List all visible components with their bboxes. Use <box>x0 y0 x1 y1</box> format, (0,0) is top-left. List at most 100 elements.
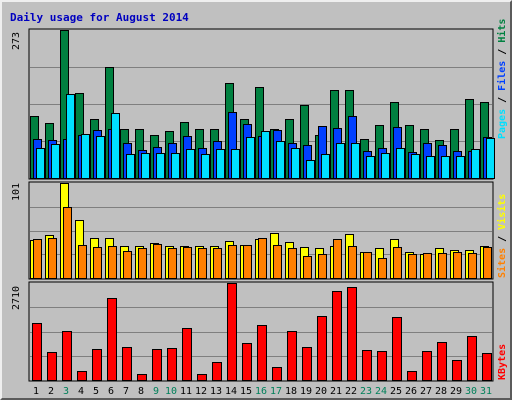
bar-pages-day-16 <box>261 131 270 179</box>
legend-kbytes: KBytes <box>497 344 508 380</box>
bar-sites-day-28 <box>438 253 447 279</box>
bar-kbytes-day-26 <box>407 371 417 381</box>
bar-sites-day-31 <box>483 247 492 279</box>
bar-sites-day-7 <box>123 251 132 279</box>
day-label: 30 <box>465 386 477 397</box>
bar-sites-day-23 <box>363 252 372 279</box>
bar-kbytes-day-14 <box>227 283 237 381</box>
bar-kbytes-day-7 <box>122 347 132 381</box>
bar-pages-day-26 <box>411 154 420 179</box>
bar-pages-day-17 <box>276 141 285 179</box>
day-label: 15 <box>240 386 252 397</box>
day-label: 19 <box>300 386 312 397</box>
bar-pages-day-4 <box>81 134 90 179</box>
bar-pages-day-14 <box>231 149 240 179</box>
bar-sites-day-20 <box>318 254 327 279</box>
bar-kbytes-day-1 <box>32 323 42 381</box>
day-label: 25 <box>390 386 402 397</box>
day-label: 28 <box>435 386 447 397</box>
legend-hits: Hits <box>496 19 508 43</box>
bar-pages-day-15 <box>246 137 255 179</box>
bar-kbytes-day-27 <box>422 351 432 381</box>
day-label: 22 <box>345 386 357 397</box>
day-label: 29 <box>450 386 462 397</box>
legend-sites: Sites <box>496 248 508 278</box>
bar-pages-day-19 <box>306 160 315 179</box>
bar-pages-day-23 <box>366 156 375 179</box>
day-label: 26 <box>405 386 417 397</box>
day-label: 8 <box>138 386 144 397</box>
day-label: 23 <box>360 386 372 397</box>
bar-kbytes-day-5 <box>92 349 102 381</box>
bar-kbytes-day-13 <box>212 362 222 381</box>
bar-sites-day-13 <box>213 248 222 279</box>
bar-kbytes-day-23 <box>362 350 372 381</box>
bar-sites-day-26 <box>408 254 417 279</box>
bar-sites-day-9 <box>153 244 162 279</box>
ymax-label-kbytes: 2710 <box>11 286 22 310</box>
bar-sites-day-16 <box>258 238 267 279</box>
day-label: 5 <box>93 386 99 397</box>
bar-pages-day-28 <box>441 156 450 179</box>
bar-sites-day-25 <box>393 247 402 279</box>
bar-kbytes-day-10 <box>167 348 177 381</box>
bar-sites-day-27 <box>423 253 432 279</box>
day-label: 21 <box>330 386 342 397</box>
bar-pages-day-5 <box>96 136 105 179</box>
ymax-label-visits: 101 <box>11 183 22 201</box>
bars-kbytes <box>32 283 492 381</box>
bar-sites-day-3 <box>63 207 72 279</box>
bar-pages-day-13 <box>216 149 225 179</box>
bar-kbytes-day-28 <box>437 342 447 381</box>
bar-kbytes-day-30 <box>467 336 477 381</box>
bar-pages-day-10 <box>171 153 180 179</box>
bar-sites-day-18 <box>288 248 297 279</box>
bar-sites-day-2 <box>48 238 57 279</box>
bar-kbytes-day-19 <box>302 347 312 381</box>
day-label: 9 <box>153 386 159 397</box>
bar-kbytes-day-15 <box>242 343 252 381</box>
day-label: 31 <box>480 386 492 397</box>
bar-kbytes-day-20 <box>317 316 327 381</box>
bar-kbytes-day-12 <box>197 374 207 381</box>
bar-sites-day-1 <box>33 239 42 279</box>
bar-pages-day-9 <box>156 153 165 179</box>
bar-kbytes-day-24 <box>377 351 387 381</box>
bar-kbytes-day-9 <box>152 349 162 381</box>
bar-pages-day-2 <box>51 144 60 179</box>
bar-pages-day-29 <box>456 156 465 179</box>
bar-kbytes-day-8 <box>137 374 147 381</box>
bar-pages-day-1 <box>36 148 45 179</box>
day-label: 16 <box>255 386 267 397</box>
bar-sites-day-24 <box>378 258 387 279</box>
bar-sites-day-22 <box>348 246 357 279</box>
legend-pages: Pages <box>497 109 508 139</box>
bar-sites-day-15 <box>243 245 252 279</box>
bar-kbytes-day-3 <box>62 331 72 381</box>
bar-pages-day-21 <box>336 143 345 179</box>
chart-title: Daily usage for August 2014 <box>10 11 189 24</box>
bar-kbytes-day-25 <box>392 317 402 381</box>
panel-visits-sites: 101 Sites / Visits <box>11 181 508 280</box>
bar-pages-day-6 <box>111 113 120 179</box>
bar-sites-day-14 <box>228 245 237 279</box>
day-label: 24 <box>375 386 387 397</box>
ymax-label-hits: 273 <box>11 32 22 50</box>
bar-pages-day-18 <box>291 148 300 179</box>
bar-pages-day-11 <box>186 149 195 179</box>
day-label: 12 <box>195 386 207 397</box>
bar-pages-day-30 <box>471 149 480 179</box>
bar-kbytes-day-6 <box>107 298 117 381</box>
day-label: 10 <box>165 386 177 397</box>
day-label: 20 <box>315 386 327 397</box>
bar-kbytes-day-17 <box>272 367 282 381</box>
day-label: 14 <box>225 386 237 397</box>
day-label: 11 <box>180 386 192 397</box>
bar-kbytes-day-16 <box>257 325 267 381</box>
bar-sites-day-30 <box>468 253 477 279</box>
bar-sites-day-8 <box>138 248 147 279</box>
bar-kbytes-day-29 <box>452 360 462 381</box>
bar-kbytes-day-21 <box>332 291 342 381</box>
